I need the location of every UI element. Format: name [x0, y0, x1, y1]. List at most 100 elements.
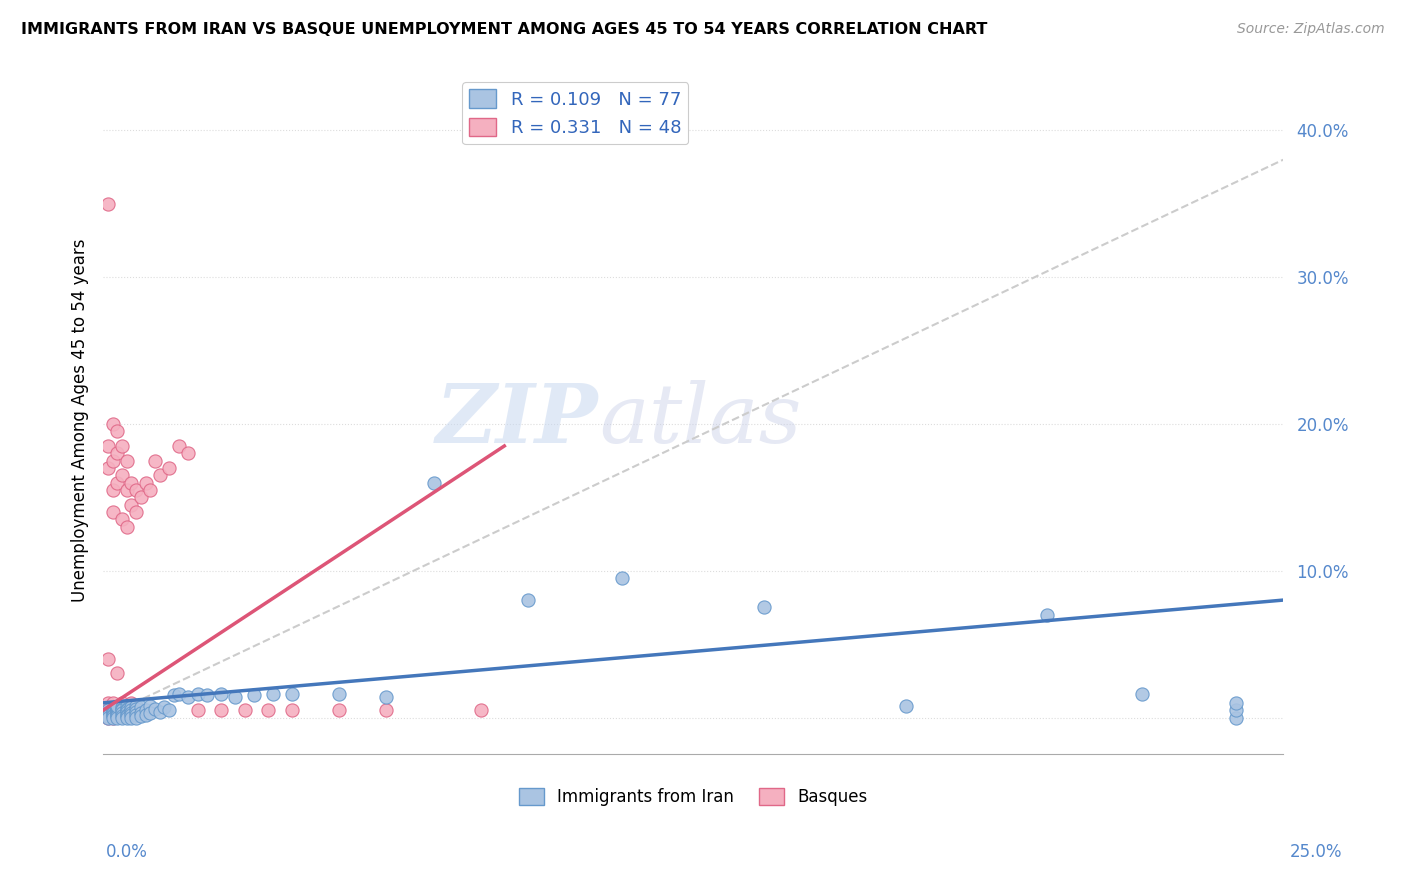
Point: [111, 512, 134, 526]
Point: [97, 709, 120, 723]
Point: [149, 468, 172, 483]
Point: [115, 703, 138, 717]
Point: [97, 461, 120, 475]
Point: [111, 700, 134, 714]
Point: [1036, 607, 1059, 622]
Point: [135, 703, 157, 717]
Point: [328, 703, 350, 717]
Point: [115, 519, 138, 533]
Point: [233, 703, 256, 717]
Point: [120, 475, 142, 490]
Point: [105, 425, 128, 439]
Point: [115, 705, 138, 719]
Point: [375, 690, 398, 704]
Point: [129, 700, 152, 714]
Point: [125, 505, 148, 519]
Point: [115, 483, 138, 497]
Point: [177, 690, 200, 704]
Point: [105, 702, 128, 716]
Point: [139, 698, 162, 713]
Point: [101, 696, 124, 710]
Point: [105, 706, 128, 720]
Point: [101, 453, 124, 467]
Point: [257, 703, 280, 717]
Text: atlas: atlas: [599, 380, 801, 460]
Text: IMMIGRANTS FROM IRAN VS BASQUE UNEMPLOYMENT AMONG AGES 45 TO 54 YEARS CORRELATIO: IMMIGRANTS FROM IRAN VS BASQUE UNEMPLOYM…: [21, 22, 987, 37]
Point: [177, 446, 200, 460]
Point: [101, 702, 124, 716]
Point: [97, 439, 120, 453]
Point: [111, 702, 134, 716]
Point: [97, 707, 120, 722]
Point: [129, 709, 152, 723]
Point: [105, 475, 128, 490]
Point: [224, 690, 246, 704]
Point: [115, 702, 138, 716]
Point: [111, 439, 134, 453]
Point: [97, 196, 120, 211]
Point: [1225, 703, 1247, 717]
Point: [105, 446, 128, 460]
Point: [195, 689, 218, 703]
Point: [167, 439, 190, 453]
Point: [97, 710, 120, 724]
Point: [101, 710, 124, 724]
Point: [143, 702, 166, 716]
Point: [1225, 696, 1247, 710]
Point: [120, 707, 142, 722]
Point: [101, 709, 124, 723]
Point: [139, 706, 162, 720]
Point: [209, 687, 232, 701]
Point: [97, 703, 120, 717]
Point: [422, 475, 444, 490]
Y-axis label: Unemployment Among Ages 45 to 54 years: Unemployment Among Ages 45 to 54 years: [72, 238, 89, 602]
Point: [105, 703, 128, 717]
Point: [135, 475, 157, 490]
Point: [105, 705, 128, 719]
Point: [97, 652, 120, 666]
Point: [111, 706, 134, 720]
Text: ZIP: ZIP: [436, 380, 599, 460]
Legend: Immigrants from Iran, Basques: Immigrants from Iran, Basques: [512, 781, 875, 813]
Point: [97, 706, 120, 720]
Point: [375, 703, 398, 717]
Point: [186, 687, 208, 701]
Point: [243, 689, 266, 703]
Point: [105, 709, 128, 723]
Point: [125, 698, 148, 713]
Point: [281, 703, 304, 717]
Point: [186, 703, 208, 717]
Point: [167, 687, 190, 701]
Point: [125, 483, 148, 497]
Point: [111, 703, 134, 717]
Point: [101, 706, 124, 720]
Point: [111, 696, 134, 710]
Text: Source: ZipAtlas.com: Source: ZipAtlas.com: [1237, 22, 1385, 37]
Point: [97, 696, 120, 710]
Point: [120, 706, 142, 720]
Point: [101, 710, 124, 724]
Point: [111, 468, 134, 483]
Point: [120, 696, 142, 710]
Point: [262, 687, 284, 701]
Point: [125, 707, 148, 722]
Point: [752, 600, 775, 615]
Point: [101, 703, 124, 717]
Point: [125, 702, 148, 716]
Point: [612, 571, 634, 585]
Point: [129, 706, 152, 720]
Point: [153, 700, 176, 714]
Point: [115, 709, 138, 723]
Point: [135, 707, 157, 722]
Point: [120, 710, 142, 724]
Text: 0.0%: 0.0%: [105, 843, 148, 861]
Point: [1130, 687, 1153, 701]
Point: [125, 705, 148, 719]
Point: [120, 498, 142, 512]
Point: [115, 453, 138, 467]
Point: [101, 483, 124, 497]
Point: [516, 593, 538, 607]
Point: [105, 698, 128, 713]
Point: [157, 461, 180, 475]
Point: [105, 710, 128, 724]
